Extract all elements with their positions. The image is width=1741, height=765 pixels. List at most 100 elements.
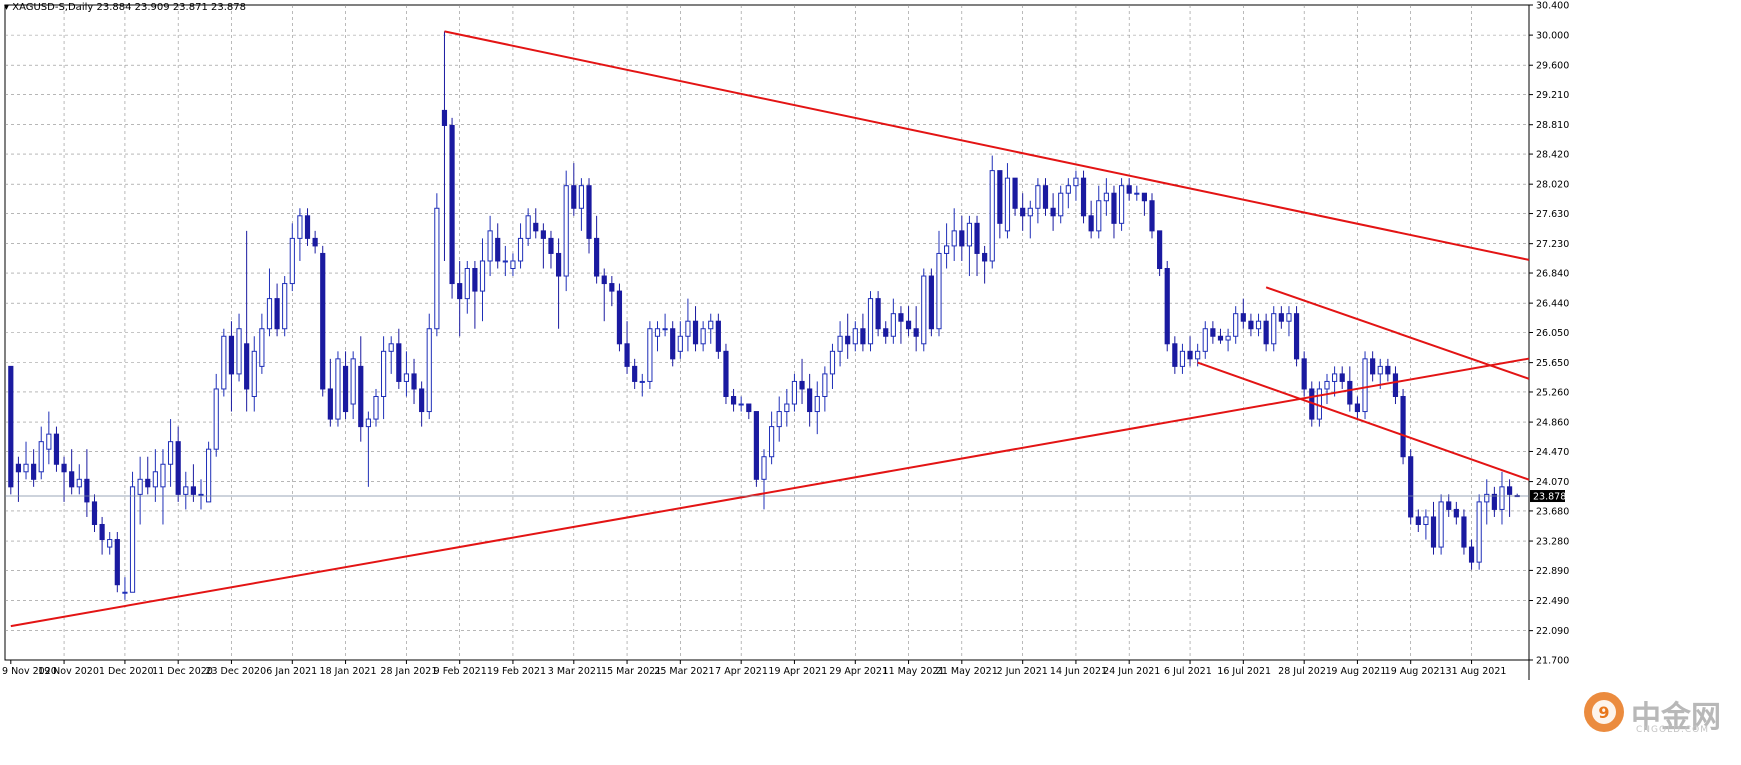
candle (997, 170, 1003, 239)
candle-body-bull (1286, 313, 1292, 322)
candle-body-bull (38, 441, 44, 473)
candle (495, 223, 501, 269)
candle-body-bear (974, 222, 980, 254)
candle (1172, 336, 1178, 374)
candle (989, 155, 995, 269)
candle (190, 464, 196, 502)
candle-body-bear (419, 388, 425, 413)
price-tick-label: 26.440 (1536, 299, 1569, 310)
time-tick-label: 6 Jan 2021 (266, 666, 317, 677)
candle (502, 245, 508, 277)
price-tick-label: 22.090 (1536, 626, 1569, 637)
candle (852, 321, 858, 352)
candle-body-bull (1423, 516, 1429, 525)
candle (335, 351, 341, 427)
candle-body-bear (495, 237, 501, 262)
candle-body-bull (167, 441, 174, 465)
time-tick-label: 29 Apr 2021 (829, 666, 888, 677)
candle-body-bear (1172, 343, 1178, 367)
candle (609, 276, 615, 307)
candle (647, 321, 653, 389)
symbol-header: ▾ XAGUSD-S,Daily 23.884 23.909 23.871 23… (4, 2, 246, 13)
candle-body-bull (1195, 350, 1201, 360)
candle (304, 208, 311, 246)
candle-body-bear (616, 290, 623, 345)
candle (685, 298, 691, 352)
candle-body-bear (1126, 185, 1132, 194)
candle-body-bear (845, 335, 851, 345)
candle (8, 365, 14, 495)
candle-body-bear (670, 328, 676, 360)
candle (259, 313, 265, 374)
candle (1240, 298, 1246, 329)
candle (479, 238, 486, 322)
candle (198, 479, 204, 510)
candle-body-bull (160, 463, 166, 488)
candle (53, 426, 60, 472)
candle (251, 336, 257, 412)
candle (807, 373, 813, 427)
candle (434, 193, 440, 337)
candle (152, 449, 158, 502)
candle (692, 306, 699, 352)
candle (860, 313, 866, 352)
time-tick-label: 15 Mar 2021 (601, 666, 661, 677)
candle-body-bull (525, 215, 531, 239)
candle (890, 298, 896, 344)
candle (175, 426, 181, 502)
candle (487, 215, 493, 277)
candle (1073, 170, 1079, 201)
candle-body-bull (206, 448, 212, 503)
candle-body-bull (1316, 388, 1322, 420)
candle (419, 381, 425, 427)
candle (936, 230, 942, 337)
candle-body-bear (601, 275, 607, 285)
time-tick-label: 11 May 2021 (883, 666, 945, 677)
time-tick-label: 6 Jul 2021 (1164, 666, 1212, 677)
candle-body-bear (982, 252, 988, 262)
candle (1179, 343, 1186, 374)
candle (715, 313, 721, 359)
candle (320, 245, 326, 397)
candle-body-bear (1370, 358, 1376, 375)
candle (1400, 388, 1406, 465)
candle (799, 358, 805, 405)
candle (114, 532, 120, 593)
candle-body-bear (571, 185, 577, 209)
candle (837, 321, 843, 367)
candle (396, 328, 402, 389)
candle-body-bull (677, 335, 683, 352)
candle (1491, 486, 1497, 517)
candle-body-bear (84, 478, 90, 503)
candle-body-bull (852, 328, 858, 345)
candle (145, 456, 151, 495)
collapse-triangle-icon[interactable]: ▾ (4, 2, 10, 13)
candle-body-bull (1035, 185, 1041, 209)
candle (1347, 366, 1353, 412)
candle-body-bull (700, 328, 706, 345)
candle (15, 456, 22, 502)
candle-body-bull (282, 283, 288, 330)
candle (1187, 336, 1193, 367)
candle (1157, 230, 1163, 277)
candle-body-bull (1484, 493, 1490, 503)
candle (829, 343, 836, 389)
candle-body-bear (1080, 177, 1087, 217)
candle-body-bear (905, 320, 912, 330)
candle (624, 321, 630, 374)
candle-body-bull (1073, 177, 1079, 187)
candle-body-bear (1278, 313, 1284, 322)
candle (578, 178, 584, 231)
candle-body-bull (236, 328, 242, 375)
candle (746, 403, 752, 420)
candle (403, 351, 410, 397)
price-tick-label: 29.600 (1536, 61, 1569, 72)
candle (107, 532, 113, 555)
candle-body-bear (1446, 501, 1452, 510)
candle (1271, 306, 1277, 352)
candle-body-bull (685, 320, 691, 337)
candle-body-bull (921, 275, 927, 345)
candle-body-bear (555, 252, 562, 277)
candle-body-bear (1385, 365, 1391, 375)
